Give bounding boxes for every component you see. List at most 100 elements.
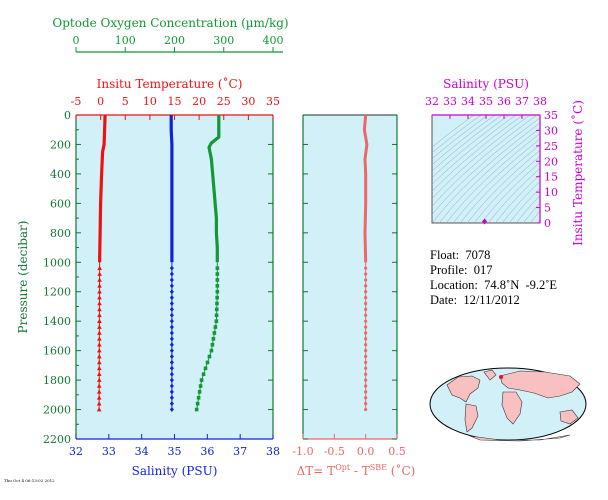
salinity-profile-line: [169, 115, 174, 263]
temperature-point: [96, 377, 102, 382]
ts-salinity-tick-label: 36: [497, 95, 511, 108]
temperature-tick-label: 35: [266, 95, 280, 108]
temperature-axis-label: Insitu Temperature (˚C): [97, 76, 243, 91]
ts-salinity-axis-label: Salinity (PSU): [443, 77, 529, 91]
salinity-point: [169, 330, 174, 336]
salinity-tick-label: 35: [168, 445, 182, 458]
oxygen-point: [197, 390, 202, 394]
delta-point: [364, 307, 368, 311]
salinity-point: [169, 401, 174, 407]
temperature-tick-label: 5: [122, 95, 129, 108]
temperature-point: [96, 407, 102, 412]
oxygen-point: [215, 289, 220, 294]
temperature-point: [97, 354, 102, 359]
temperature-difference-chart: -1.0 -0.5 0.0 0.5 ΔT= TOpt - TSBE (˚C): [292, 114, 416, 478]
oxygen-point: [214, 307, 219, 312]
oxygen-point: [207, 354, 212, 359]
temperature-tick-label: 15: [168, 95, 182, 108]
salinity-point: [169, 359, 174, 365]
oxygen-point: [215, 295, 219, 300]
salinity-point: [169, 301, 174, 307]
temperature-tick-label: 25: [217, 95, 231, 108]
pressure-axis-label: Pressure (decibar): [16, 221, 30, 334]
timestamp-footer: Thu Oct 4 06:13:02 2012: [4, 478, 55, 483]
delta-point: [364, 366, 368, 370]
temperature-point: [97, 289, 102, 294]
density-contour: [438, 127, 540, 223]
density-contour: [432, 117, 540, 215]
oxygen-point: [215, 278, 220, 282]
oxygen-point: [194, 407, 199, 412]
salinity-point: [169, 389, 174, 395]
salinity-point: [169, 306, 174, 312]
density-contour: [501, 181, 540, 223]
pressure-tick-label: 2200: [43, 433, 71, 446]
delta-point: [364, 296, 368, 300]
density-contour: [466, 150, 540, 223]
delta-tick-label: -1.0: [292, 445, 313, 458]
salinity-point: [169, 283, 174, 289]
salinity-point: [169, 365, 174, 371]
pressure-tick-label: 1600: [43, 345, 71, 358]
temperature-point: [97, 330, 102, 335]
salinity-point: [169, 265, 174, 271]
density-contour: [593, 105, 608, 233]
delta-point: [364, 396, 368, 400]
delta-tick-label: 0.5: [388, 445, 406, 458]
oxygen-point: [211, 337, 216, 341]
oxygen-point: [196, 395, 201, 400]
density-contours: [432, 105, 608, 233]
oxygen-tick-label: 100: [115, 34, 136, 47]
oxygen-tick-label: 0: [73, 34, 80, 47]
delta-point: [364, 331, 368, 335]
delta-point: [364, 278, 368, 282]
oxygen-tick-label: 300: [213, 34, 234, 47]
temperature-point: [97, 301, 102, 306]
ts-temperature-tick-label: 20: [544, 155, 558, 168]
density-contour: [529, 210, 540, 223]
temperature-point: [97, 359, 102, 365]
oxygen-tick-label: 200: [164, 34, 185, 47]
delta-axis-label: ΔT= TOpt - TSBE (˚C): [297, 463, 416, 478]
salinity-point: [169, 354, 174, 360]
ts-salinity-tick-label: 38: [533, 95, 547, 108]
temperature-tick-label: 30: [241, 95, 255, 108]
temperature-point: [97, 318, 102, 323]
ts-temperature-axis-label: Insitu Temperature (˚C): [570, 100, 585, 246]
ts-diagram-chart: 32 33 34 35 36 37 38 Salinity (PSU) 0 5 10 15 20 25 30…: [425, 77, 608, 246]
temperature-point: [96, 389, 102, 394]
pressure-tick-label: 1800: [43, 374, 71, 387]
ts-temperature-tick-label: 30: [544, 124, 558, 137]
delta-point: [364, 266, 368, 270]
salinity-tick-label: 38: [266, 445, 280, 458]
pressure-tick-label: 1400: [43, 315, 71, 328]
pressure-tick-label: 1200: [43, 286, 71, 299]
oxygen-point: [214, 313, 219, 318]
density-contour: [515, 195, 540, 223]
temperature-point: [97, 277, 102, 282]
pressure-tick-label: 0: [64, 109, 71, 122]
oxygen-point: [215, 301, 219, 306]
density-contour: [508, 187, 540, 223]
salinity-point: [169, 383, 174, 389]
salinity-point: [169, 336, 174, 342]
main-profile-chart: 0200400600800100012001400160018002000220…: [16, 16, 289, 478]
salinity-tick-label: 32: [69, 445, 83, 458]
delta-point: [364, 390, 368, 394]
delta-tick-label: 0.0: [357, 445, 375, 458]
oxygen-point: [215, 284, 220, 288]
temperature-point: [96, 365, 102, 371]
density-contour: [432, 115, 475, 148]
oxygen-point: [214, 319, 219, 323]
ts-temperature-tick-label: 35: [544, 109, 558, 122]
density-contour: [432, 115, 510, 178]
oxygen-profile-line: [207, 115, 221, 263]
profile-number: Profile: 017: [430, 263, 493, 277]
density-contour: [522, 202, 540, 223]
salinity-point: [169, 407, 174, 413]
oxygen-point: [201, 372, 206, 376]
salinity-point: [169, 295, 174, 301]
ts-temperature-tick-label: 0: [544, 217, 551, 230]
pressure-tick-label: 800: [50, 227, 71, 240]
temperature-point: [96, 371, 102, 376]
